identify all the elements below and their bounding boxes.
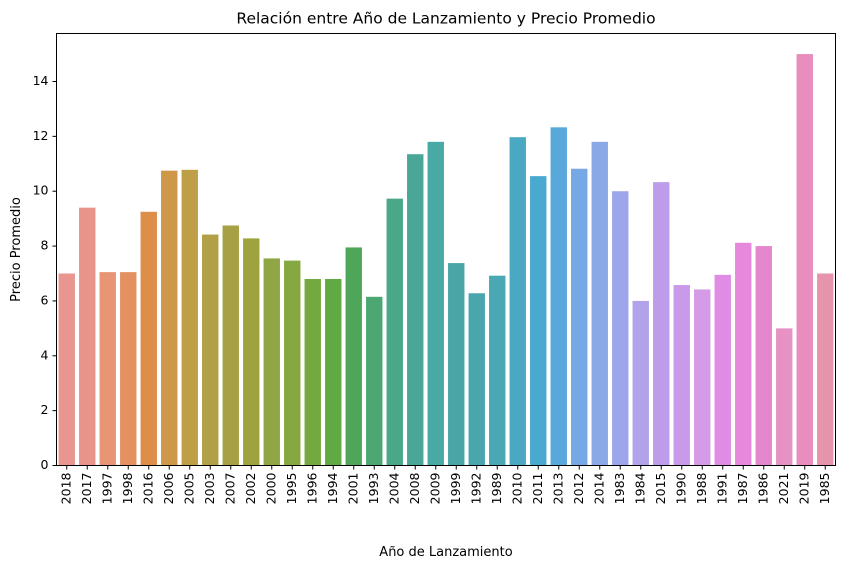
bar-1991 bbox=[714, 274, 731, 466]
bar-2017 bbox=[79, 207, 96, 466]
bar-2010 bbox=[509, 137, 526, 466]
bar-1988 bbox=[694, 289, 711, 466]
bar-2005 bbox=[181, 169, 198, 466]
bar-1995 bbox=[284, 260, 301, 466]
x-tick-label: 2004 bbox=[386, 472, 401, 504]
bar-2001 bbox=[345, 247, 362, 466]
bar-1990 bbox=[673, 285, 690, 466]
y-tick-label: 8 bbox=[41, 238, 49, 253]
x-tick-label: 1990 bbox=[673, 472, 688, 504]
x-tick-label: 1983 bbox=[612, 473, 627, 505]
x-tick-label: 1986 bbox=[755, 472, 770, 504]
bar-2014 bbox=[591, 141, 608, 466]
y-tick-label: 6 bbox=[41, 292, 49, 307]
bar-1998 bbox=[120, 272, 137, 466]
bar-2012 bbox=[571, 168, 588, 466]
y-tick-label: 2 bbox=[41, 402, 49, 417]
x-tick-label: 2005 bbox=[181, 473, 196, 505]
x-tick-label: 2007 bbox=[222, 473, 237, 505]
bar-1983 bbox=[612, 191, 629, 466]
x-tick-label: 1995 bbox=[284, 473, 299, 505]
y-tick-label: 4 bbox=[41, 347, 49, 362]
plot-frame bbox=[56, 33, 836, 466]
bar-2008 bbox=[407, 154, 424, 466]
x-tick-label: 1984 bbox=[632, 472, 647, 504]
x-tick-label: 1996 bbox=[304, 472, 319, 504]
x-tick-label: 1997 bbox=[99, 473, 114, 505]
bar-1985 bbox=[817, 273, 834, 466]
bar-group bbox=[58, 54, 834, 466]
x-tick-label: 2000 bbox=[263, 472, 278, 504]
bar-1984 bbox=[632, 300, 649, 466]
x-tick-label: 2015 bbox=[653, 473, 668, 505]
x-tick-label: 2009 bbox=[427, 472, 442, 504]
y-axis-label: Precio Promedio bbox=[9, 197, 24, 302]
x-tick-label: 1998 bbox=[120, 472, 135, 504]
bar-2006 bbox=[161, 170, 178, 466]
bar-2021 bbox=[776, 328, 793, 466]
x-tick-label: 1992 bbox=[468, 473, 483, 505]
x-tick-label: 2014 bbox=[591, 472, 606, 504]
x-tick-label: 2003 bbox=[202, 473, 217, 505]
bar-1989 bbox=[489, 275, 506, 466]
x-tick-label: 2016 bbox=[140, 472, 155, 504]
x-tick-label: 1988 bbox=[694, 472, 709, 504]
bar-2013 bbox=[550, 127, 567, 466]
y-tick-label: 12 bbox=[33, 128, 49, 143]
x-tick-label: 1993 bbox=[366, 473, 381, 505]
chart-title: Relación entre Año de Lanzamiento y Prec… bbox=[236, 10, 655, 28]
x-tick-label: 2018 bbox=[58, 472, 73, 504]
x-tick-label: 2002 bbox=[243, 473, 258, 505]
bar-2011 bbox=[530, 176, 547, 466]
x-axis-ticks: 2018 2017 1997 1998 2016 2006 2005 2003 2007 2002… bbox=[58, 465, 832, 505]
x-tick-label: 2010 bbox=[509, 472, 524, 504]
bar-1997 bbox=[99, 272, 116, 466]
y-tick-label: 0 bbox=[41, 457, 49, 472]
x-tick-label: 2013 bbox=[550, 473, 565, 505]
x-tick-label: 2001 bbox=[345, 473, 360, 505]
x-tick-label: 1999 bbox=[448, 472, 463, 504]
bar-1994 bbox=[325, 278, 342, 466]
bar-1993 bbox=[366, 296, 383, 466]
bar-1996 bbox=[304, 278, 321, 466]
bar-1999 bbox=[448, 263, 465, 466]
bar-2018 bbox=[58, 273, 75, 466]
bar-2019 bbox=[796, 54, 813, 466]
bar-2002 bbox=[243, 238, 260, 466]
y-tick-label: 14 bbox=[33, 73, 49, 88]
bar-2000 bbox=[263, 258, 280, 466]
x-tick-label: 1991 bbox=[714, 473, 729, 505]
bar-1992 bbox=[468, 293, 485, 466]
bar-2015 bbox=[653, 182, 670, 466]
x-tick-label: 2019 bbox=[796, 472, 811, 504]
x-tick-label: 2021 bbox=[776, 473, 791, 505]
x-tick-label: 1987 bbox=[735, 473, 750, 505]
x-tick-label: 2012 bbox=[571, 473, 586, 505]
y-tick-label: 10 bbox=[33, 183, 49, 198]
x-tick-label: 2017 bbox=[79, 473, 94, 505]
x-tick-label: 1994 bbox=[325, 472, 340, 504]
x-tick-label: 1985 bbox=[817, 473, 832, 505]
bar-2004 bbox=[386, 198, 403, 466]
x-tick-label: 1989 bbox=[489, 472, 504, 504]
bar-2003 bbox=[202, 234, 219, 466]
y-axis-ticks: 0 2 4 6 8 10 12 14 bbox=[33, 73, 57, 472]
bar-2016 bbox=[140, 211, 157, 466]
x-tick-label: 2011 bbox=[530, 473, 545, 505]
bar-2007 bbox=[222, 225, 239, 466]
bar-1986 bbox=[755, 246, 772, 466]
bar-1987 bbox=[735, 242, 752, 466]
x-tick-label: 2008 bbox=[407, 472, 422, 504]
x-tick-label: 2006 bbox=[161, 472, 176, 504]
x-axis-label: Año de Lanzamiento bbox=[379, 545, 512, 560]
bar-2009 bbox=[427, 141, 444, 466]
